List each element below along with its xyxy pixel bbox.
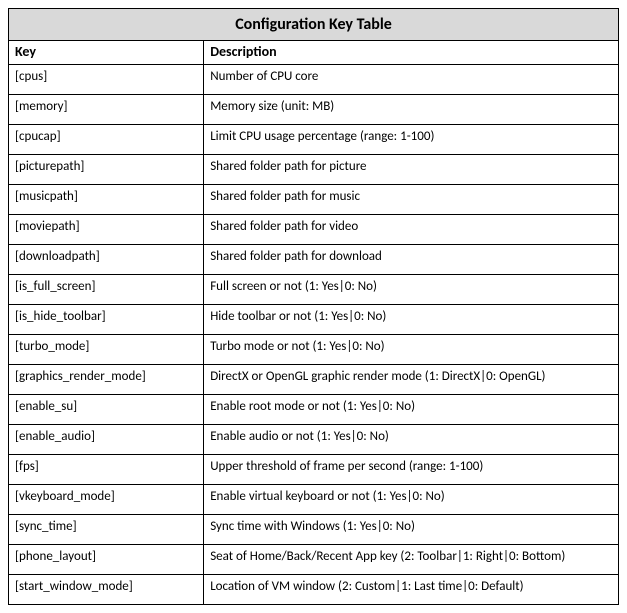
table-row: [enable_su]Enable root mode or not (1: Y…: [9, 395, 619, 425]
table-row: [graphics_render_mode]DirectX or OpenGL …: [9, 365, 619, 395]
table-row: [downloadpath]Shared folder path for dow…: [9, 245, 619, 275]
cell-key: [cpus]: [9, 65, 204, 95]
config-key-table: Configuration Key Table Key Description …: [8, 8, 619, 605]
column-header-description: Description: [204, 41, 619, 65]
cell-key: [enable_audio]: [9, 425, 204, 455]
cell-key: [is_full_screen]: [9, 275, 204, 305]
cell-key: [is_hide_toolbar]: [9, 305, 204, 335]
cell-description: Memory size (unit: MB): [204, 95, 619, 125]
table-row: [start_window_mode]Location of VM window…: [9, 575, 619, 605]
cell-description: Shared folder path for music: [204, 185, 619, 215]
cell-key: [cpucap]: [9, 125, 204, 155]
cell-key: [picturepath]: [9, 155, 204, 185]
table-title: Configuration Key Table: [9, 9, 619, 41]
column-header-key: Key: [9, 41, 204, 65]
table-row: [vkeyboard_mode]Enable virtual keyboard …: [9, 485, 619, 515]
table-row: [memory]Memory size (unit: MB): [9, 95, 619, 125]
table-row: [cpus]Number of CPU core: [9, 65, 619, 95]
table-row: [picturepath]Shared folder path for pict…: [9, 155, 619, 185]
table-row: [musicpath]Shared folder path for music: [9, 185, 619, 215]
cell-description: Limit CPU usage percentage (range: 1-100…: [204, 125, 619, 155]
cell-description: Enable virtual keyboard or not (1: Yes|0…: [204, 485, 619, 515]
cell-key: [downloadpath]: [9, 245, 204, 275]
table-row: [is_hide_toolbar]Hide toolbar or not (1:…: [9, 305, 619, 335]
table-body: [cpus]Number of CPU core[memory]Memory s…: [9, 65, 619, 605]
cell-key: [memory]: [9, 95, 204, 125]
cell-key: [turbo_mode]: [9, 335, 204, 365]
cell-description: Enable root mode or not (1: Yes|0: No): [204, 395, 619, 425]
cell-description: Enable audio or not (1: Yes|0: No): [204, 425, 619, 455]
cell-description: Sync time with Windows (1: Yes|0: No): [204, 515, 619, 545]
table-title-row: Configuration Key Table: [9, 9, 619, 41]
cell-key: [fps]: [9, 455, 204, 485]
table-row: [fps]Upper threshold of frame per second…: [9, 455, 619, 485]
table-row: [sync_time]Sync time with Windows (1: Ye…: [9, 515, 619, 545]
table-row: [moviepath]Shared folder path for video: [9, 215, 619, 245]
cell-key: [moviepath]: [9, 215, 204, 245]
cell-description: Full screen or not (1: Yes|0: No): [204, 275, 619, 305]
cell-key: [musicpath]: [9, 185, 204, 215]
cell-key: [start_window_mode]: [9, 575, 204, 605]
cell-description: Hide toolbar or not (1: Yes|0: No): [204, 305, 619, 335]
cell-key: [sync_time]: [9, 515, 204, 545]
cell-description: Seat of Home/Back/Recent App key (2: Too…: [204, 545, 619, 575]
cell-description: Location of VM window (2: Custom|1: Last…: [204, 575, 619, 605]
table-header-row: Key Description: [9, 41, 619, 65]
cell-description: Number of CPU core: [204, 65, 619, 95]
cell-description: Upper threshold of frame per second (ran…: [204, 455, 619, 485]
cell-description: Shared folder path for video: [204, 215, 619, 245]
cell-key: [enable_su]: [9, 395, 204, 425]
cell-key: [phone_layout]: [9, 545, 204, 575]
cell-key: [graphics_render_mode]: [9, 365, 204, 395]
cell-key: [vkeyboard_mode]: [9, 485, 204, 515]
table-row: [enable_audio]Enable audio or not (1: Ye…: [9, 425, 619, 455]
cell-description: DirectX or OpenGL graphic render mode (1…: [204, 365, 619, 395]
table-row: [cpucap]Limit CPU usage percentage (rang…: [9, 125, 619, 155]
cell-description: Shared folder path for picture: [204, 155, 619, 185]
cell-description: Turbo mode or not (1: Yes|0: No): [204, 335, 619, 365]
table-row: [turbo_mode]Turbo mode or not (1: Yes|0:…: [9, 335, 619, 365]
table-row: [is_full_screen]Full screen or not (1: Y…: [9, 275, 619, 305]
table-row: [phone_layout]Seat of Home/Back/Recent A…: [9, 545, 619, 575]
cell-description: Shared folder path for download: [204, 245, 619, 275]
